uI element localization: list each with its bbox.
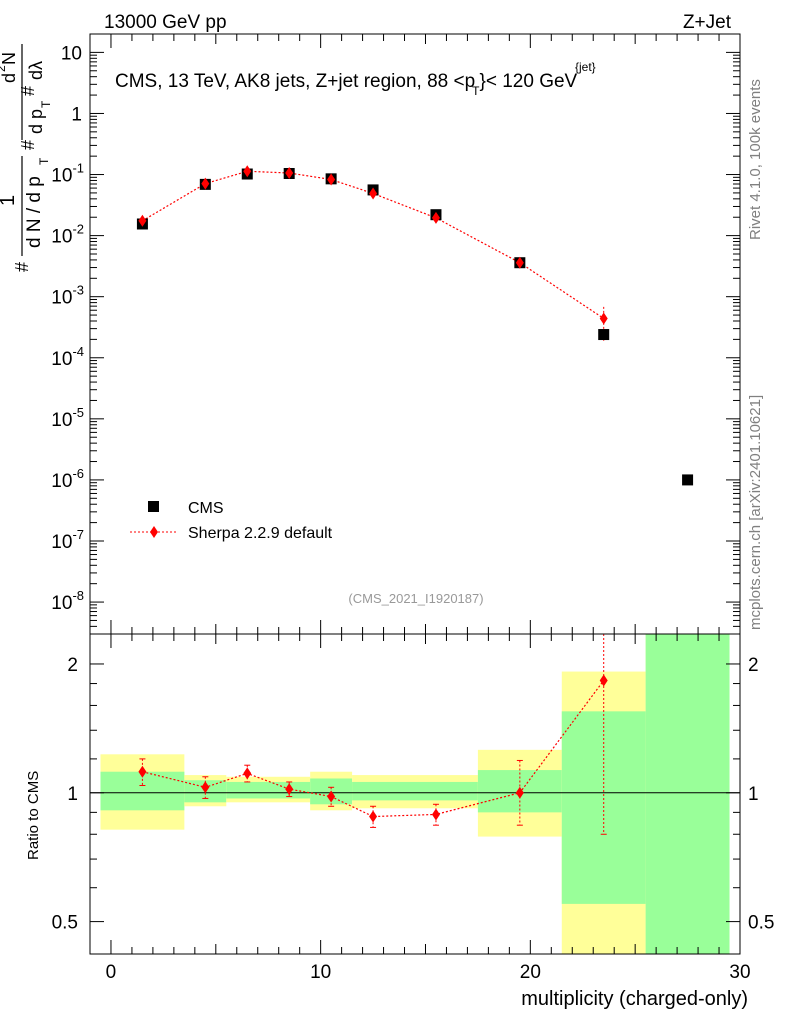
rivet-label: Rivet 4.1.0, 100k events [747,79,764,240]
cms-data-point [598,329,610,341]
sherpa-point [515,256,524,269]
x-tick-label: 20 [520,962,541,983]
ratio-band-inner [645,634,730,954]
main-y-tick-label: 10-4 [51,344,84,370]
plot-title-main: CMS, 13 TeV, AK8 jets, Z+jet region, 88 … [115,71,475,92]
ratio-frame [89,633,741,955]
main-y-tick-label: 1 [71,104,82,125]
ratio-y-label: Ratio to CMS [25,771,42,860]
ratio-sherpa-point [243,767,252,780]
process-label: Z+Jet [683,12,732,33]
main-y-tick-label: 10-7 [51,527,84,553]
sherpa-point [599,312,608,325]
legend-sherpa-label: Sherpa 2.2.9 default [188,525,333,542]
main-frame [89,33,741,635]
ratio-y-tick-label-right: 2 [748,655,759,676]
sherpa-point [138,214,147,227]
sherpa-point [201,177,210,190]
ratio-y-tick-label: 1 [67,784,78,805]
main-panel: 10-8 10-7 10-6 10-5 10-4 10-3 10-2 10-1 1 10 CMS,… [0,33,741,635]
ylabel-dpt: d p [26,109,46,134]
main-y-tick-label: 10-3 [51,283,84,309]
x-tick-label: 30 [729,962,750,983]
ratio-sherpa-point [431,808,440,821]
x-axis-label: multiplicity (charged-only) [521,988,748,1010]
ratio-sherpa-point [599,674,608,687]
ratio-band-inner [352,781,478,801]
ylabel-one: 1 [0,195,19,206]
sherpa-point [285,166,294,179]
x-tick-label: 10 [310,962,331,983]
ratio-sherpa-point [201,781,210,794]
ylabel-hash-2: # [18,140,38,150]
x-tick-label: 0 [106,962,117,983]
ratio-panel: 0.5 0.51 12 20 10 20 30 Ratio to CMS multiplic… [25,633,774,1010]
ratio-band-inner [226,781,311,799]
legend: CMS Sherpa 2.2.9 default [130,500,333,542]
ratio-sherpa-point [515,786,524,799]
legend-cms-label: CMS [188,500,224,517]
ylabel-dlambda: dλ [26,61,46,80]
ylabel-d: d [0,73,19,83]
main-y-tick-label: 10-1 [51,161,84,187]
ylabel-hash-3: # [18,86,38,96]
ratio-sherpa-point [138,765,147,778]
sherpa-point [243,165,252,178]
plot-title-sub: T [472,84,480,98]
sherpa-point [327,173,336,186]
cms-data-point [682,474,694,486]
mcplots-label: mcplots.cern.ch [arXiv:2401.10621] [747,395,764,630]
plot-title-sup: {jet} [575,60,596,74]
ratio-y-tick-label: 0.5 [52,913,78,934]
main-y-tick-label: 10-6 [51,466,84,492]
legend-cms-marker [148,501,159,512]
ylabel-dn-dpt: d N / d p [24,176,45,248]
ylabel-n: N [0,52,19,65]
main-y-tick-label: 10 [61,43,82,64]
analysis-label: (CMS_2021_I1920187) [348,591,483,606]
legend-sherpa-marker [150,526,158,538]
y-axis-label: # 1 d N / d p T # # d 2 N d p T dλ [0,44,53,272]
sherpa-point [369,187,378,200]
ratio-y-tick-label-right: 1 [748,784,759,805]
plot-title: CMS, 13 TeV, AK8 jets, Z+jet region, 88 … [115,71,578,98]
ratio-y-tick-label: 2 [67,655,78,676]
main-y-tick-label: 10-2 [51,222,84,248]
sherpa-point [431,211,440,224]
ratio-y-tick-label-right: 0.5 [748,913,774,934]
ylabel-sub-t1: T [37,157,51,165]
ylabel-hash-1: # [12,262,32,272]
ratio-sherpa-point [285,783,294,796]
plot-title-tail: }< 120 GeV [480,71,578,92]
ratio-sherpa-point [327,790,336,803]
ratio-sherpa-point [369,810,378,823]
main-y-tick-label: 10-8 [51,588,84,614]
ylabel-exp-2: 2 [0,65,8,72]
main-y-tick-label: 10-5 [51,405,84,431]
energy-label: 13000 GeV pp [104,12,227,33]
ylabel-sub-t2: T [39,100,53,108]
